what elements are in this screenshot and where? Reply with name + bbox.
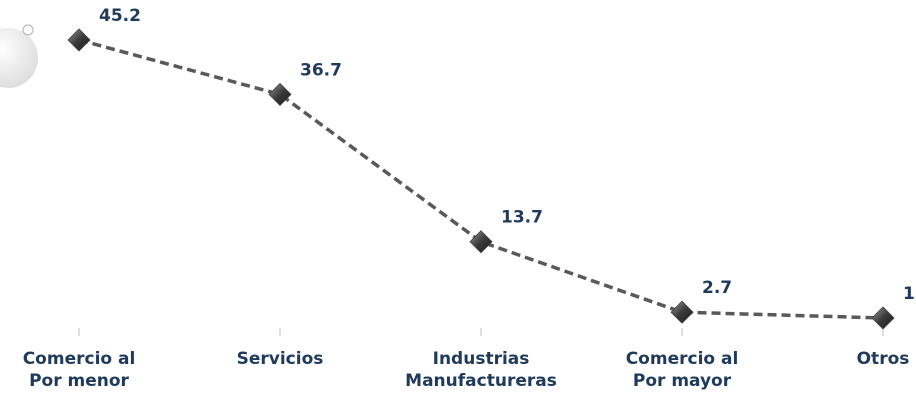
data-label: 2.7 xyxy=(702,278,732,298)
data-label: 1.8 xyxy=(903,284,916,304)
data-label: 45.2 xyxy=(99,6,141,26)
data-label: 36.7 xyxy=(300,60,342,80)
decor-ring xyxy=(22,24,34,36)
series-line xyxy=(78,38,884,320)
x-tick-label: Industrias Manufactureras xyxy=(405,349,557,391)
data-label: 13.7 xyxy=(501,208,543,228)
x-tick-label: Comercio al Por mayor xyxy=(625,349,739,391)
x-tick-label: Otros xyxy=(856,349,910,369)
x-tick-label: Comercio al Por menor xyxy=(22,349,136,391)
marker xyxy=(670,300,694,324)
marker xyxy=(469,230,493,254)
marker xyxy=(67,28,91,52)
marker xyxy=(871,306,895,330)
marker xyxy=(268,82,292,106)
decor-bubble xyxy=(0,28,38,88)
x-tick-label: Servicios xyxy=(236,349,324,369)
